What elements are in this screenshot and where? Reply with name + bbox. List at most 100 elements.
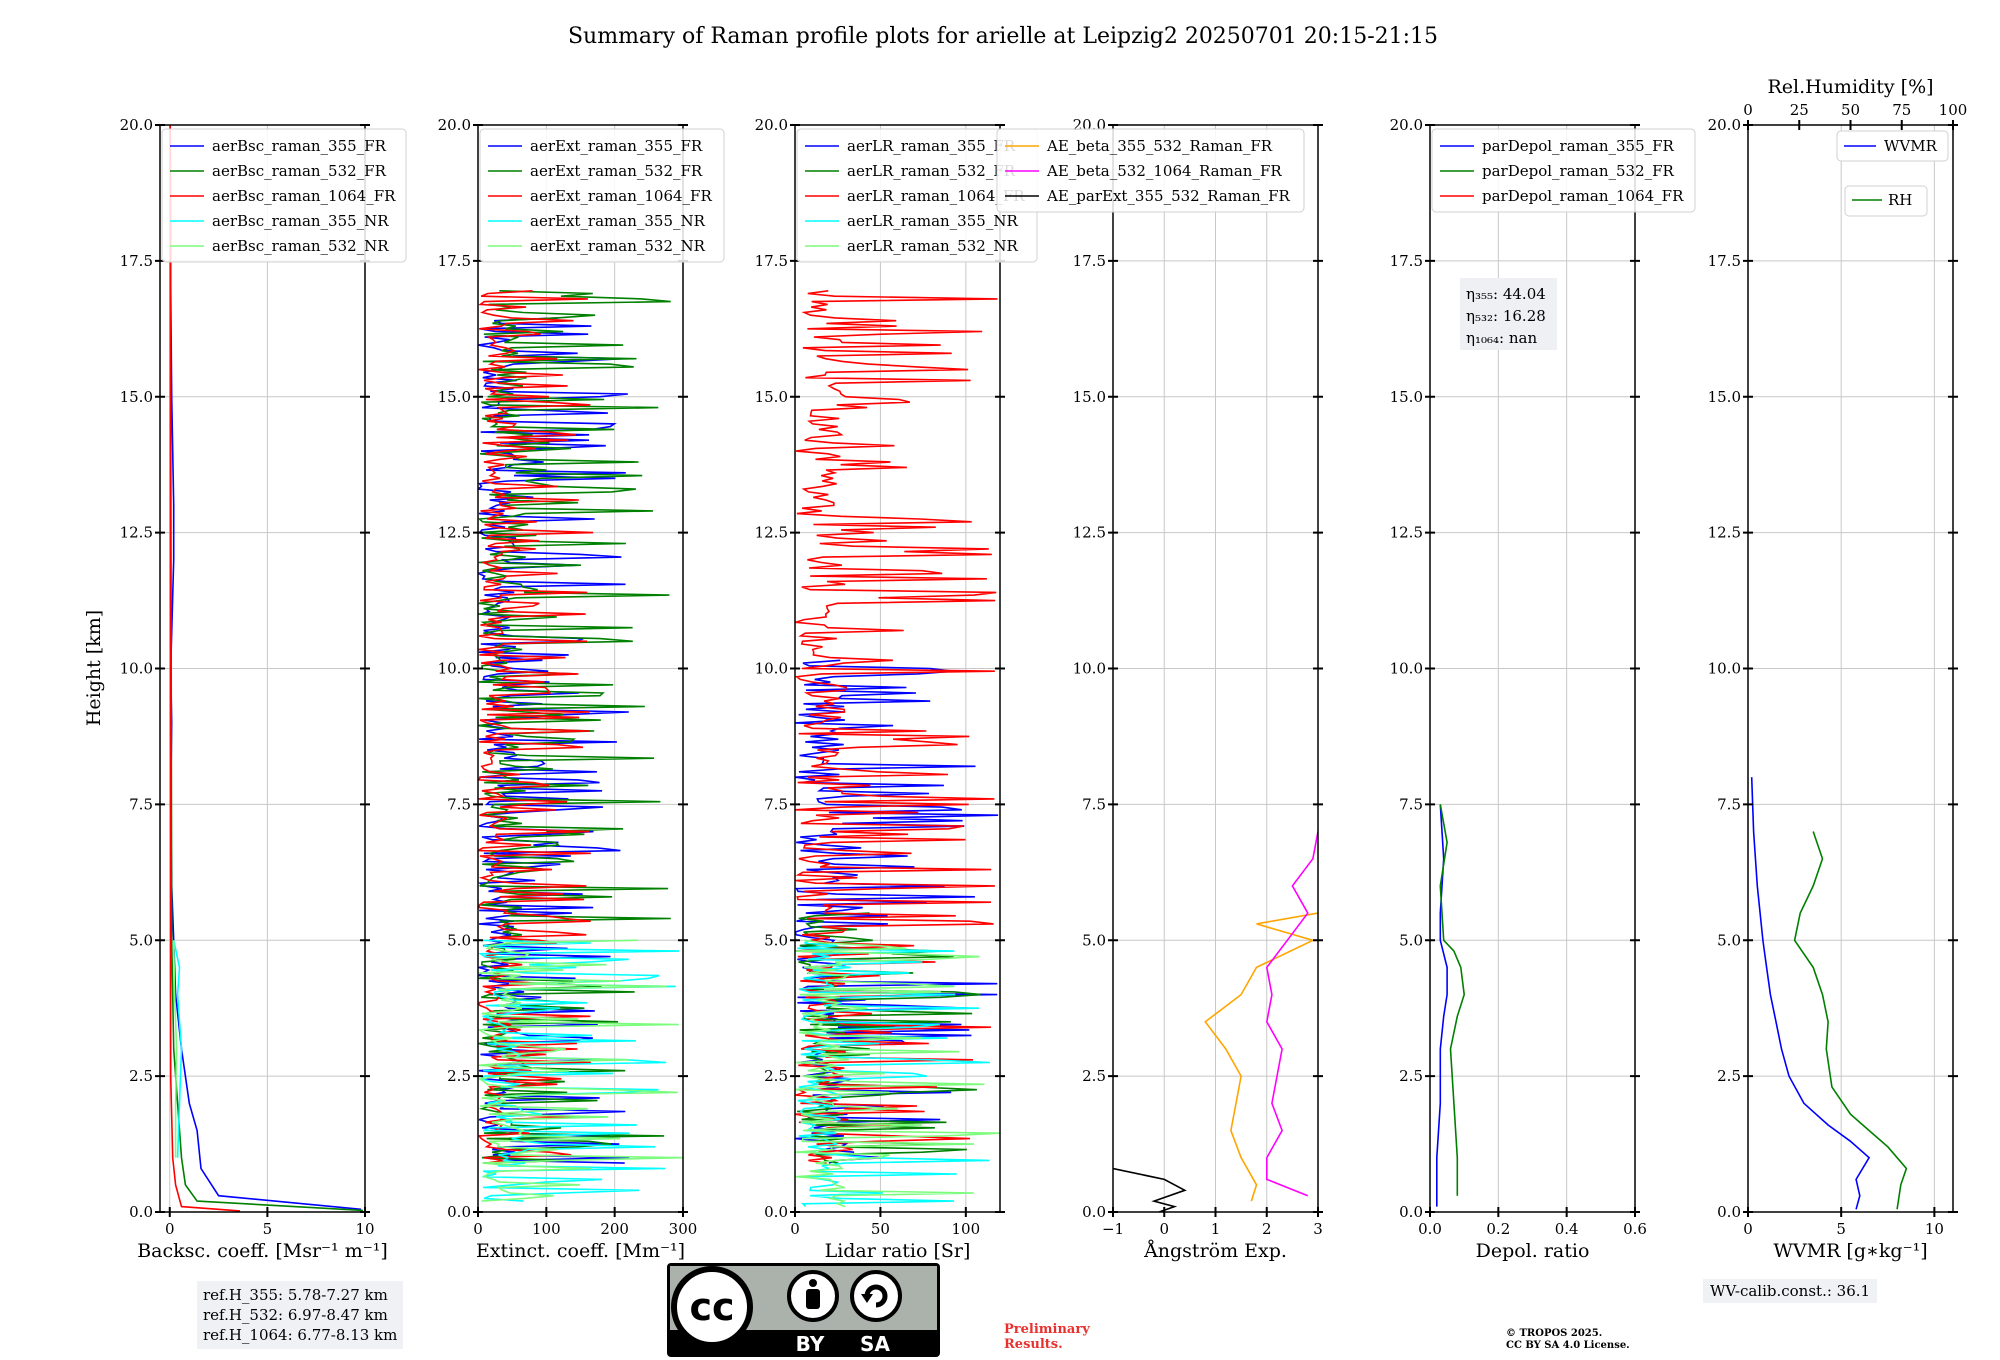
y-tick-label: 10.0	[755, 660, 788, 678]
legend-label: aerBsc_raman_1064_FR	[212, 187, 396, 205]
y-tick-label: 15.0	[1073, 388, 1106, 406]
x-tick-label: 5	[1836, 1220, 1846, 1238]
x-axis-label: Lidar ratio [Sr]	[825, 1240, 971, 1262]
y-tick-label: 0.0	[1717, 1203, 1741, 1221]
y-tick-label: 17.5	[755, 252, 788, 270]
legend: aerLR_raman_355_FR aerLR_raman_532_FR aerL…	[796, 128, 1038, 263]
panel-5: 0.0 2.5 5.0 7.5 10.0 12.5 15.0 17.5 20.0 0.0 0.2 0.…	[1390, 116, 1696, 1262]
x-tick-label: 0.2	[1486, 1220, 1510, 1238]
legend-label: aerLR_raman_355_FR	[847, 137, 1016, 155]
panel-data	[478, 290, 683, 1202]
x2-tick-label: 100	[1939, 101, 1968, 119]
ref-h-355: ref.H_355: 5.78-7.27 km	[203, 1286, 388, 1304]
y-tick-label: 15.0	[1708, 388, 1741, 406]
x2-tick-label: 25	[1790, 101, 1809, 119]
x-tick-label: 300	[669, 1220, 698, 1238]
legend-label: WVMR	[1884, 137, 1938, 155]
eta-value: η₃₅₅: 44.04	[1466, 285, 1546, 303]
series-line-AE_parExt_355_532_Raman_FR	[1113, 1167, 1187, 1212]
y-tick-label: 7.5	[1082, 795, 1106, 813]
legend: aerBsc_raman_355_FR aerBsc_raman_532_FRae…	[161, 128, 407, 263]
ref-h-1064: ref.H_1064: 6.77-8.13 km	[203, 1326, 398, 1344]
y-tick-label: 20.0	[1390, 116, 1423, 134]
x-tick-label: 200	[600, 1220, 629, 1238]
legend-box	[161, 128, 407, 263]
y-tick-label: 12.5	[438, 524, 471, 542]
legend-box	[996, 128, 1305, 213]
figure-title: Summary of Raman profile plots for ariel…	[568, 24, 1438, 49]
y-tick-label: 12.5	[1073, 524, 1106, 542]
eta-value: η₅₃₂: 16.28	[1466, 307, 1546, 325]
copyright-line-1: © TROPOS 2025.	[1506, 1328, 1603, 1339]
cc-sa-label: SA	[860, 1332, 890, 1356]
wv-calib-constant: WV-calib.const.: 36.1	[1710, 1282, 1871, 1300]
legend: AE_beta_355_532_Raman_FR AE_beta_532_1064…	[996, 128, 1305, 213]
y-tick-label: 0.0	[1399, 1203, 1423, 1221]
legend: parDepol_raman_355_FR parDepol_raman_532_…	[1431, 128, 1696, 213]
x-axis-label: Depol. ratio	[1476, 1240, 1590, 1262]
y-tick-label: 20.0	[438, 116, 471, 134]
x-tick-label: 0	[1743, 1220, 1753, 1238]
y-tick-label: 20.0	[1708, 116, 1741, 134]
y-tick-label: 5.0	[764, 931, 788, 949]
y-tick-label: 10.0	[1390, 660, 1423, 678]
x-tick-label: 1	[1211, 1220, 1221, 1238]
preliminary-line-1: Preliminary	[1004, 1322, 1090, 1337]
legend-wvmr: WVMR	[1836, 130, 1949, 162]
y-tick-label: 0.0	[447, 1203, 471, 1221]
x-tick-label: 50	[871, 1220, 890, 1238]
y-tick-label: 17.5	[438, 252, 471, 270]
ref-h-532: ref.H_532: 6.97-8.47 km	[203, 1306, 388, 1324]
series-line-parDepol_raman_532_FR	[1439, 804, 1466, 1196]
x2-tick-label: 50	[1841, 101, 1860, 119]
legend-label: parDepol_raman_1064_FR	[1482, 187, 1684, 205]
legend-box	[479, 128, 725, 263]
x-tick-label: 0	[790, 1220, 800, 1238]
copyright-note: © TROPOS 2025. CC BY SA 4.0 License.	[1506, 1328, 1630, 1352]
cc-circle-icon	[671, 1266, 753, 1348]
legend-label: aerLR_raman_355_NR	[847, 212, 1018, 230]
y-tick-label: 7.5	[764, 795, 788, 813]
series-line-aerBsc_raman_1064_FR	[169, 125, 241, 1212]
legend-box	[1431, 128, 1696, 213]
preliminary-line-2: Results.	[1004, 1337, 1063, 1352]
y-tick-label: 2.5	[129, 1067, 153, 1085]
y-tick-label: 7.5	[129, 795, 153, 813]
x-tick-label: 10	[355, 1220, 374, 1238]
series-line-parDepol_raman_355_FR	[1436, 804, 1448, 1207]
legend-rh: RH	[1844, 185, 1928, 217]
panel-6: 0.02.55.07.510.012.515.017.520.00 5 10WVMR…	[1708, 76, 1968, 1262]
legend-label: parDepol_raman_532_FR	[1482, 162, 1675, 180]
y-tick-label: 12.5	[755, 524, 788, 542]
x-tick-label: 2	[1262, 1220, 1272, 1238]
x2-tick-label: 75	[1892, 101, 1911, 119]
series-line-RH	[1793, 831, 1908, 1210]
y-tick-label: 15.0	[438, 388, 471, 406]
y-tick-label: 12.5	[1708, 524, 1741, 542]
y-tick-label: 2.5	[1082, 1067, 1106, 1085]
y-tick-label: 2.5	[1399, 1067, 1423, 1085]
y-tick-label: 5.0	[129, 931, 153, 949]
legend-label: AE_beta_532_1064_Raman_FR	[1046, 162, 1282, 180]
y-tick-label: 2.5	[447, 1067, 471, 1085]
y-tick-label: 10.0	[120, 660, 153, 678]
legend-label: aerExt_raman_355_NR	[530, 212, 706, 230]
series-line-WVMR	[1750, 777, 1871, 1210]
series-line-aerLR_raman_532_NR	[795, 939, 1000, 1208]
y-tick-label: 2.5	[764, 1067, 788, 1085]
x-axis-label: Extinct. coeff. [Mm⁻¹]	[476, 1240, 685, 1262]
y-tick-label: 10.0	[1073, 660, 1106, 678]
legend-label: aerLR_raman_532_NR	[847, 237, 1018, 255]
x-tick-label: −1	[1102, 1220, 1124, 1238]
legend-label: aerExt_raman_1064_FR	[530, 187, 712, 205]
y-tick-label: 5.0	[1717, 931, 1741, 949]
eta-value: η₁₀₆₄: nan	[1466, 329, 1537, 347]
preliminary-results-note: Preliminary Results.	[1004, 1322, 1090, 1352]
eta-annotation: η₃₅₅: 44.04 η₅₃₂: 16.28 η₁₀₆₄: nan	[1460, 278, 1557, 350]
x-tick-label: 3	[1313, 1220, 1323, 1238]
x-tick-label: 10	[1925, 1220, 1944, 1238]
y-tick-label: 7.5	[1717, 795, 1741, 813]
cc-by-label: BY	[796, 1332, 825, 1356]
x-axis-label: WVMR [g∗kg⁻¹]	[1773, 1240, 1927, 1262]
